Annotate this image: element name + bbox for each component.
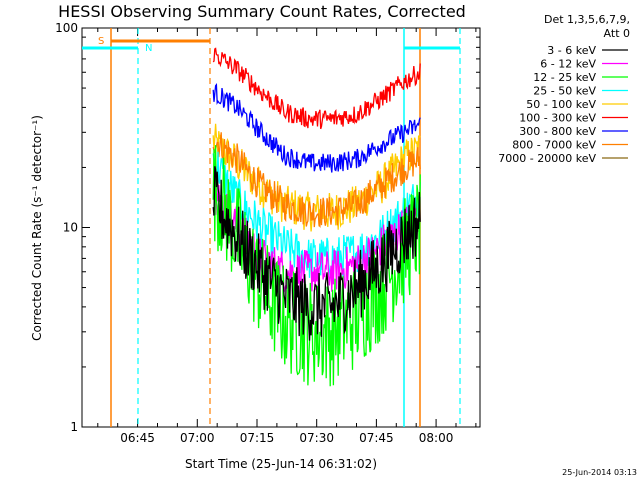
series-line	[212, 145, 421, 387]
legend-title-line: Att 0	[604, 27, 630, 40]
legend-entry-label: 50 - 100 keV	[526, 98, 596, 111]
legend-entry-label: 6 - 12 keV	[540, 58, 596, 71]
x-tick-label: 07:30	[299, 431, 334, 445]
y-tick-label: 10	[63, 221, 78, 235]
night-marker-label: N	[145, 43, 152, 54]
legend-entry-label: 300 - 800 keV	[519, 125, 596, 138]
legend-entry-label: 25 - 50 keV	[533, 85, 596, 98]
x-tick-label: 07:15	[240, 431, 275, 445]
x-axis-label: Start Time (25-Jun-14 06:31:02)	[185, 457, 377, 471]
timestamp: 25-Jun-2014 03:13	[562, 468, 637, 477]
x-tick-label: 08:00	[419, 431, 454, 445]
legend-entry-label: 800 - 7000 keV	[512, 139, 596, 152]
legend-title-line: Det 1,3,5,6,7,9,	[544, 13, 630, 26]
legend-entry-label: 12 - 25 keV	[533, 71, 596, 84]
series-line	[212, 83, 421, 173]
axis-ticks: 06:45 07:00 07:15 07:30 07:45 08:00 1 10 100	[55, 21, 480, 445]
x-tick-label: 07:00	[180, 431, 215, 445]
x-tick-label: 07:45	[359, 431, 394, 445]
legend-entry-label: 7000 - 20000 keV	[498, 152, 596, 165]
chart-title: HESSI Observing Summary Count Rates, Cor…	[58, 2, 466, 21]
y-axis-label: Corrected Count Rate (s⁻¹ detector⁻¹)	[30, 115, 44, 341]
saa-marker-label: S	[98, 36, 104, 47]
series-group	[212, 47, 421, 387]
y-tick-label: 1	[70, 420, 78, 434]
time-markers: SN	[82, 28, 461, 427]
legend-entry-label: 3 - 6 keV	[547, 44, 596, 57]
series-line	[212, 132, 421, 228]
legend-entry-label: 100 - 300 keV	[519, 112, 596, 125]
series-line	[212, 47, 421, 130]
y-tick-label: 100	[55, 21, 78, 35]
series-line	[212, 166, 421, 341]
x-tick-label: 06:45	[120, 431, 155, 445]
